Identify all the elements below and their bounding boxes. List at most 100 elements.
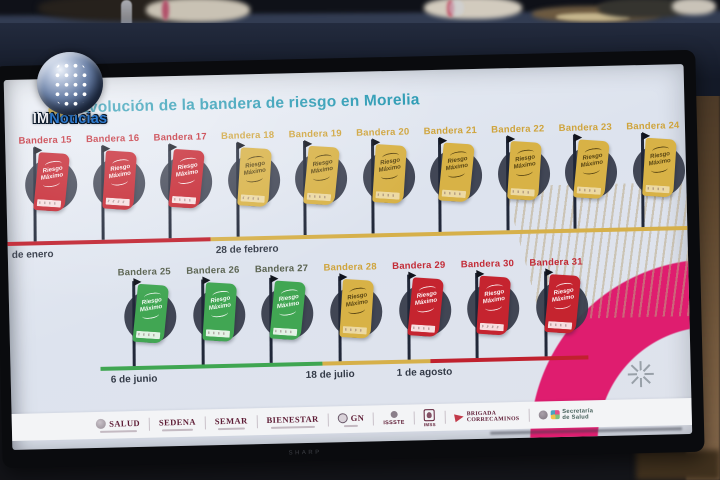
logo-separator	[148, 417, 151, 431]
date-label-febrero: 28 de febrero	[215, 243, 279, 257]
date-label-julio: 18 de julio	[305, 368, 355, 382]
flag-banner: Riesgo Máximo	[269, 280, 307, 341]
flag-footer-band	[342, 326, 367, 335]
risk-flag: Bandera 23 Riesgo Máximo	[553, 121, 619, 229]
logo-sedena: SEDENA	[159, 416, 196, 431]
flag-number-label: Bandera 30	[460, 258, 515, 271]
flag-banner: Riesgo Máximo	[236, 147, 272, 208]
date-label-enero: de enero	[11, 248, 54, 261]
logo-separator	[256, 415, 258, 429]
logo-separator	[373, 412, 375, 426]
roadrunner-icon	[454, 412, 465, 422]
logo-ssalud-line2: de Salud	[562, 413, 589, 421]
flag-row-top: Bandera 15 Riesgo Máximo	[13, 120, 687, 246]
risk-flag: Bandera 31 Riesgo Máximo	[524, 256, 590, 362]
flag-swoosh-bottom	[279, 308, 297, 317]
imnoticias-globe-icon	[37, 52, 103, 115]
date-label-agosto: 1 de agosto	[396, 366, 453, 379]
logo-bienestar-label: BIENESTAR	[266, 413, 319, 425]
risk-flag: Bandera 26 Riesgo Máximo	[181, 264, 247, 370]
flag-banner: Riesgo Máximo	[132, 283, 170, 344]
papers-on-table	[556, 13, 630, 21]
flag-swoosh-bottom	[553, 301, 572, 311]
water-bottle	[121, 0, 132, 45]
chair	[424, 0, 522, 19]
flag-swoosh-bottom	[141, 311, 160, 320]
imss-shield-icon	[423, 408, 436, 421]
flag-footer-band	[36, 199, 62, 208]
flag-number-label: Bandera 28	[323, 261, 377, 274]
flag-footer-band	[547, 321, 573, 330]
logo-salud-label: SALUD	[109, 417, 141, 429]
chair	[146, 0, 250, 22]
flag-footer-band	[576, 186, 602, 195]
risk-flag: Bandera 20 Riesgo Máximo	[351, 126, 417, 234]
flag-banner: Riesgo Máximo	[406, 277, 444, 338]
flag-swoosh-bottom	[177, 176, 196, 185]
flag-banner: Riesgo Máximo	[33, 152, 70, 212]
flag-banner: Riesgo Máximo	[339, 278, 374, 339]
flag-number-label: Bandera 22	[491, 123, 545, 136]
imnoticias-watermark: IMNoticias	[24, 52, 116, 127]
logo-separator	[444, 410, 446, 424]
flag-footer-band	[479, 322, 505, 332]
flag-footer-band	[645, 184, 670, 194]
risk-flag: Bandera 21 Riesgo Máximo	[418, 124, 484, 232]
flag-number-label: Bandera 17	[153, 131, 207, 144]
risk-flag: Bandera 22 Riesgo Máximo	[486, 123, 552, 231]
flag-swoosh-bottom	[245, 175, 263, 184]
logo-separator	[327, 413, 329, 427]
gn-seal-icon	[337, 412, 348, 423]
flag-footer-band	[171, 195, 197, 205]
flag-swoosh-bottom	[650, 165, 669, 174]
logo-subtext-placeholder	[344, 424, 359, 427]
logo-bienestar: BIENESTAR	[266, 413, 319, 429]
flag-banner: Riesgo Máximo	[202, 282, 237, 342]
risk-flag: Bandera 28 Riesgo Máximo	[318, 261, 384, 367]
flag-banner: Riesgo Máximo	[573, 139, 611, 200]
flag-swoosh-bottom	[312, 173, 331, 182]
flag-footer-band	[306, 192, 332, 202]
flag-swoosh-bottom	[42, 179, 61, 189]
flag-swoosh-bottom	[416, 305, 434, 314]
logo-brigada-correcaminos: BRIGADA CORRECAMINOS	[454, 410, 519, 424]
flag-number-label: Bandera 23	[558, 121, 613, 135]
flag-swoosh-bottom	[210, 309, 229, 319]
flag-number-label: Bandera 27	[254, 262, 309, 276]
chair-ribbon	[162, 0, 169, 20]
slide-title: Evolución de la bandera de riesgo en Mor…	[78, 91, 420, 117]
flag-number-label: Bandera 21	[423, 124, 478, 138]
logo-imss-label: IMSS	[423, 421, 436, 427]
gov-seal-icon	[96, 418, 107, 429]
flag-footer-band	[205, 329, 230, 338]
flag-banner: Riesgo Máximo	[168, 148, 205, 209]
logo-separator	[204, 416, 207, 430]
imnoticias-wordmark: IMNoticias	[24, 111, 116, 127]
risk-flag: Bandera 25 Riesgo Máximo	[112, 266, 178, 372]
logo-separator	[413, 411, 415, 425]
logo-gn: GN	[337, 412, 364, 427]
flag-swoosh-bottom	[447, 170, 466, 179]
flag-footer-band	[273, 327, 298, 337]
date-label-junio: 6 de junio	[110, 373, 158, 386]
color-blocks-icon	[550, 410, 560, 420]
flag-swoosh-bottom	[380, 171, 398, 181]
flag-footer-band	[441, 189, 467, 199]
flag-swoosh-bottom	[347, 306, 366, 316]
logo-subtext-placeholder	[217, 426, 246, 430]
risk-flag: Bandera 27 Riesgo Máximo	[249, 263, 315, 369]
chair	[672, 0, 716, 15]
risk-flag: Bandera 30 Riesgo Máximo	[455, 258, 521, 364]
drinking-glass	[449, 0, 464, 16]
flag-swoosh-bottom	[582, 167, 601, 176]
floor-shadow	[636, 450, 720, 480]
issste-eagle-icon	[390, 410, 398, 419]
risk-flag: Bandera 19 Riesgo Máximo	[283, 128, 349, 236]
imnoticias-dots-pattern	[53, 61, 88, 107]
risk-flag: Bandera 16 Riesgo Máximo	[81, 133, 147, 240]
flag-number-label: Bandera 25	[117, 266, 171, 279]
flag-footer-band	[510, 188, 535, 197]
flag-number-label: Bandera 31	[529, 256, 583, 269]
flag-number-label: Bandera 18	[220, 129, 275, 142]
